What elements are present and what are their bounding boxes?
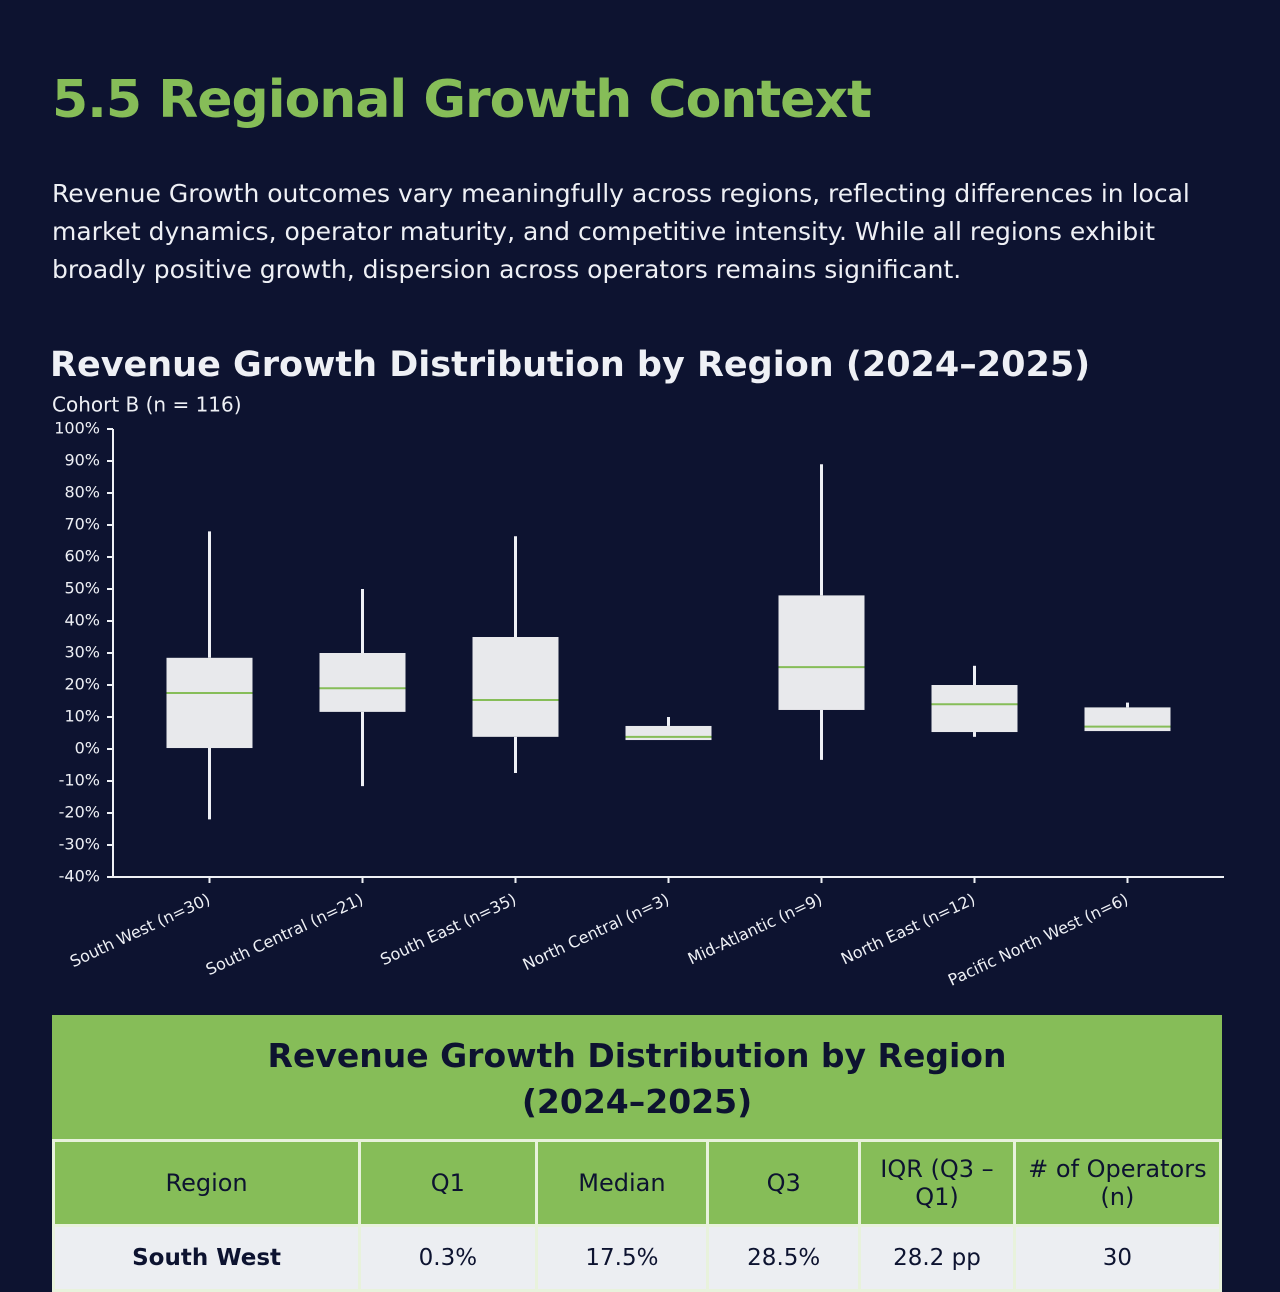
x-tick-label: South Central (n=21) — [203, 889, 366, 979]
x-tick-label: Mid-Atlantic (n=9) — [685, 889, 825, 968]
column-header: Q3 — [706, 1139, 862, 1227]
y-tick-label: 50% — [64, 579, 100, 598]
table-cell: 0.3% — [358, 1224, 538, 1292]
chart-subtitle: Cohort B (n = 116) — [52, 393, 242, 417]
box — [472, 637, 559, 737]
column-header: Q1 — [358, 1139, 538, 1227]
y-tick-label: 0% — [75, 739, 100, 758]
y-tick-label: 60% — [64, 547, 100, 566]
table-cell: 30 — [1012, 1224, 1223, 1292]
table: Revenue Growth Distribution by Region (2… — [51, 1015, 1223, 1292]
chart-title: Revenue Growth Distribution by Region (2… — [50, 345, 1090, 385]
section-title: 5.5 Regional Growth Context — [52, 70, 872, 130]
table-cell: South West — [51, 1224, 362, 1292]
y-tick-label: 80% — [64, 483, 100, 502]
column-header: Region — [51, 1139, 362, 1227]
y-tick-label: -30% — [59, 835, 100, 854]
y-tick-label: -20% — [59, 803, 100, 822]
y-tick-label: 40% — [64, 611, 100, 630]
column-header: # of Operators (n) — [1012, 1139, 1223, 1227]
table-cell: 28.2 pp — [858, 1224, 1016, 1292]
page: 5.5 Regional Growth Context Revenue Grow… — [50, 70, 1224, 1292]
box — [778, 595, 865, 710]
y-tick-label: 70% — [64, 515, 100, 534]
y-tick-label: 20% — [64, 675, 100, 694]
table-title: Revenue Growth Distribution by Region (2… — [267, 1036, 1007, 1121]
table-cell: 17.5% — [534, 1224, 710, 1292]
table-cell: 28.5% — [706, 1224, 862, 1292]
x-tick-label: North Central (n=3) — [520, 889, 672, 974]
chart: Revenue Growth Distribution by Region (2… — [50, 345, 1224, 990]
box — [319, 653, 406, 712]
x-tick-label: North East (n=12) — [838, 889, 978, 968]
paragraph: Revenue Growth outcomes vary meaningfull… — [52, 179, 1190, 284]
x-tick-label: South East (n=35) — [377, 889, 519, 969]
table-row: South West 0.3% 17.5% 28.5% 28.2 pp 30 — [51, 1224, 1223, 1292]
y-tick-label: 90% — [64, 451, 100, 470]
box — [166, 657, 253, 749]
box — [625, 725, 712, 741]
x-tick-label: South West (n=30) — [67, 889, 213, 971]
data-table: Region Q1 Median Q3 IQR (Q3 – Q1) # of Operat… — [51, 1139, 1223, 1292]
column-header: Median — [534, 1139, 710, 1227]
y-tick-label: 100% — [54, 419, 100, 438]
y-tick-label: 30% — [64, 643, 100, 662]
y-tick-label: -10% — [59, 771, 100, 790]
box — [931, 685, 1018, 733]
box — [1084, 707, 1171, 732]
column-header: IQR (Q3 – Q1) — [858, 1139, 1016, 1227]
y-tick-label: 10% — [64, 707, 100, 726]
y-tick-label: -40% — [59, 867, 100, 886]
